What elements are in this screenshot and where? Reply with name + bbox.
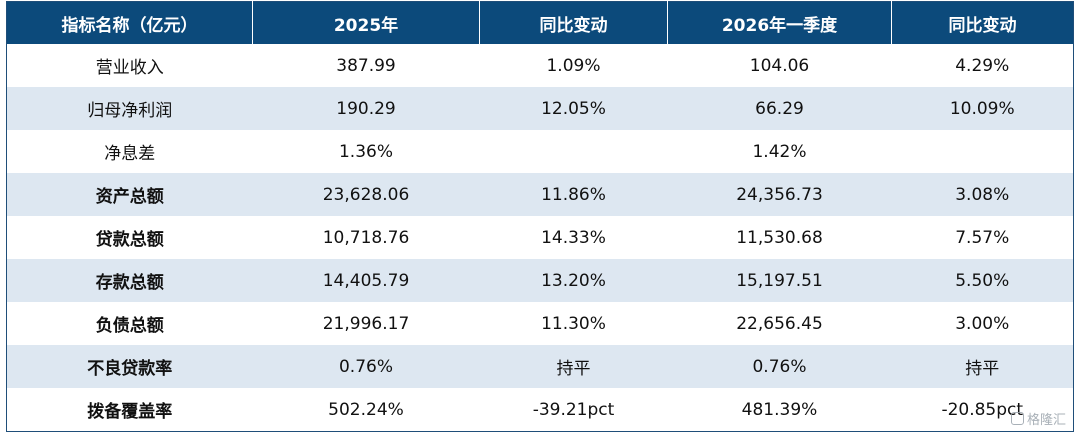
value-2025: 387.99 — [252, 44, 480, 87]
row-label: 净息差 — [6, 130, 253, 173]
yoy-2026q1: 持平 — [891, 345, 1074, 388]
table-row: 归母净利润 190.29 12.05% 66.29 10.09% — [6, 87, 1074, 130]
table-row: 净息差 1.36% 1.42% — [6, 130, 1074, 173]
row-label: 归母净利润 — [6, 87, 253, 130]
value-2025: 21,996.17 — [252, 302, 480, 345]
table-row: 拨备覆盖率 502.24% -39.21pct 481.39% -20.85pc… — [6, 388, 1074, 432]
table-row: 贷款总额 10,718.76 14.33% 11,530.68 7.57% — [6, 216, 1074, 259]
yoy-2025 — [479, 130, 668, 173]
table-row: 资产总额 23,628.06 11.86% 24,356.73 3.08% — [6, 173, 1074, 216]
yoy-2025: 14.33% — [479, 216, 668, 259]
yoy-2025: 1.09% — [479, 44, 668, 87]
header-indicator-name: 指标名称（亿元） — [6, 1, 253, 44]
header-yoy-2026q1: 同比变动 — [891, 1, 1074, 44]
value-2026q1: 24,356.73 — [667, 173, 892, 216]
header-2026q1: 2026年一季度 — [667, 1, 892, 44]
yoy-2025: -39.21pct — [479, 388, 668, 432]
value-2026q1: 22,656.45 — [667, 302, 892, 345]
row-label: 营业收入 — [6, 44, 253, 87]
value-2025: 0.76% — [252, 345, 480, 388]
value-2026q1: 66.29 — [667, 87, 892, 130]
yoy-2026q1: 3.00% — [891, 302, 1074, 345]
value-2026q1: 1.42% — [667, 130, 892, 173]
value-2026q1: 104.06 — [667, 44, 892, 87]
yoy-2025: 12.05% — [479, 87, 668, 130]
row-label: 拨备覆盖率 — [6, 388, 253, 432]
yoy-2026q1: 10.09% — [891, 87, 1074, 130]
yoy-2025: 11.86% — [479, 173, 668, 216]
row-label: 负债总额 — [6, 302, 253, 345]
table-row: 营业收入 387.99 1.09% 104.06 4.29% — [6, 44, 1074, 87]
value-2025: 502.24% — [252, 388, 480, 432]
yoy-2026q1: 5.50% — [891, 259, 1074, 302]
yoy-2025: 持平 — [479, 345, 668, 388]
yoy-2026q1: 3.08% — [891, 173, 1074, 216]
financial-indicators-table: 指标名称（亿元） 2025年 同比变动 2026年一季度 同比变动 营业收入 3… — [6, 1, 1074, 432]
table-header-row: 指标名称（亿元） 2025年 同比变动 2026年一季度 同比变动 — [6, 1, 1074, 44]
yoy-2026q1 — [891, 130, 1074, 173]
row-label: 不良贷款率 — [6, 345, 253, 388]
value-2026q1: 15,197.51 — [667, 259, 892, 302]
yoy-2025: 13.20% — [479, 259, 668, 302]
watermark: 格隆汇 — [1010, 409, 1066, 428]
table-row: 不良贷款率 0.76% 持平 0.76% 持平 — [6, 345, 1074, 388]
value-2025: 1.36% — [252, 130, 480, 173]
row-label: 存款总额 — [6, 259, 253, 302]
yoy-2026q1: -20.85pct — [891, 388, 1074, 432]
value-2025: 190.29 — [252, 87, 480, 130]
watermark-text: 格隆汇 — [1026, 413, 1066, 428]
table-row: 存款总额 14,405.79 13.20% 15,197.51 5.50% — [6, 259, 1074, 302]
row-label: 贷款总额 — [6, 216, 253, 259]
value-2026q1: 481.39% — [667, 388, 892, 432]
yoy-2025: 11.30% — [479, 302, 668, 345]
header-2025: 2025年 — [252, 1, 480, 44]
yoy-2026q1: 4.29% — [891, 44, 1074, 87]
header-yoy-2025: 同比变动 — [479, 1, 668, 44]
value-2026q1: 0.76% — [667, 345, 892, 388]
value-2025: 23,628.06 — [252, 173, 480, 216]
yoy-2026q1: 7.57% — [891, 216, 1074, 259]
value-2025: 14,405.79 — [252, 259, 480, 302]
value-2026q1: 11,530.68 — [667, 216, 892, 259]
value-2025: 10,718.76 — [252, 216, 480, 259]
watermark-logo-icon — [1010, 412, 1024, 425]
table-row: 负债总额 21,996.17 11.30% 22,656.45 3.00% — [6, 302, 1074, 345]
row-label: 资产总额 — [6, 173, 253, 216]
